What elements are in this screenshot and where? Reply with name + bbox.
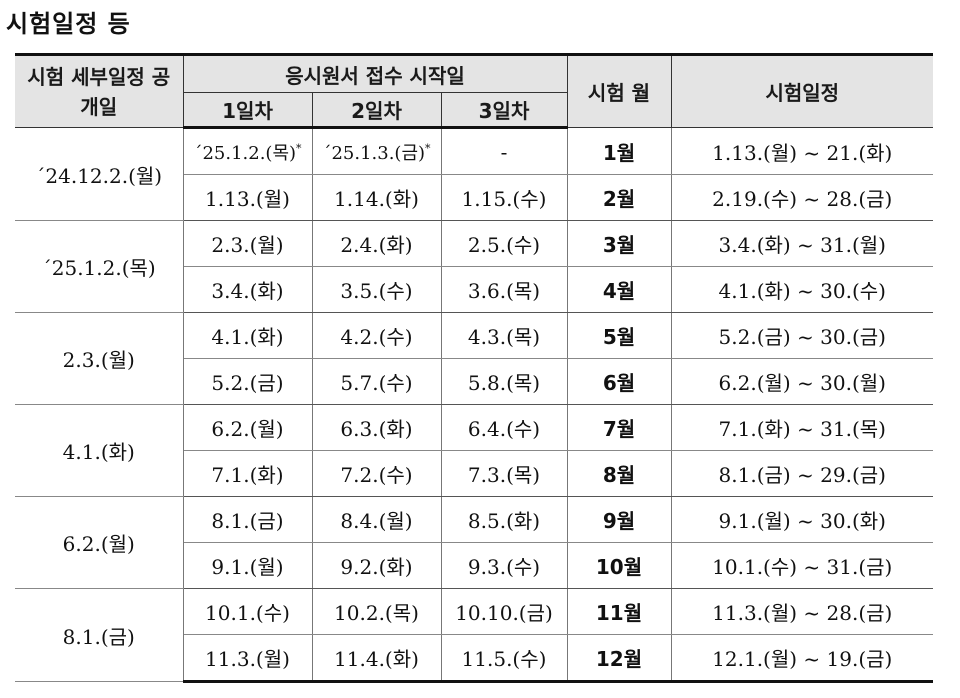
day3-cell: 10.10.(금) [441,588,568,635]
day1-cell: 2.3.(월) [183,220,313,267]
release-date-cell: 4.1.(화) [15,404,184,497]
day1-cell: 5.2.(금) [183,358,313,405]
day2-cell: 8.4.(월) [312,496,442,543]
day3-cell: 8.5.(화) [441,496,568,543]
day1-cell: 6.2.(월) [183,404,313,451]
header-subrow: 1일차 2일차 3일차 [15,92,933,129]
release-date-cell: 8.1.(금) [15,588,184,682]
day2-cell: 3.5.(수) [312,266,442,313]
exam-schedule-cell: 5.2.(금) ~ 30.(금) [671,312,934,359]
exam-month-cell: 6월 [567,358,672,405]
day2-cell: 2.4.(화) [312,220,442,267]
day3-cell: 5.8.(목) [441,358,568,405]
table-row: 11.3.(월) 11.4.(화) 11.5.(수) 12월 12.1.(월) ~ 19… [15,634,934,683]
day2-cell: 11.4.(화) [312,634,442,683]
day2-cell: 4.2.(수) [312,312,442,359]
day3-cell: 9.3.(수) [441,542,568,589]
day2-cell: 10.2.(목) [312,588,442,635]
exam-month-cell: 7월 [567,404,672,451]
day3-cell: - [441,127,568,175]
header-day2: 2일차 [312,92,442,129]
day1-cell: 10.1.(수) [183,588,313,635]
exam-schedule-cell: 10.1.(수) ~ 31.(금) [671,542,934,589]
day1-cell: 9.1.(월) [183,542,313,589]
day1-cell: ´25.1.2.(목)* [183,127,313,175]
exam-month-cell: 12월 [567,634,672,683]
day3-cell: 1.15.(수) [441,174,568,221]
day3-cell: 7.3.(목) [441,450,568,497]
date-text: ´25.1.2.(목) [193,142,297,164]
header-row: 시험 세부일정 공개일 응시원서 접수 시작일 시험 월 시험일정 [15,53,934,128]
date-text: ´25.1.3.(금) [322,142,426,164]
day3-cell: 11.5.(수) [441,634,568,683]
day2-cell: 7.2.(수) [312,450,442,497]
day1-cell: 7.1.(화) [183,450,313,497]
day2-cell: ´25.1.3.(금)* [312,127,442,175]
day3-cell: 6.4.(수) [441,404,568,451]
exam-month-cell: 3월 [567,220,672,267]
table-row: ´24.12.2.(월) ´25.1.2.(목)* ´25.1.3.(금)* -1월 1… [15,127,934,221]
exam-month-cell: 10월 [567,542,672,589]
day2-cell: 6.3.(화) [312,404,442,451]
exam-schedule-cell: 11.3.(월) ~ 28.(금) [671,588,934,635]
release-date-cell: ´25.1.2.(목) [15,220,184,313]
exam-schedule-cell: 6.2.(월) ~ 30.(월) [671,358,934,405]
day1-cell: 11.3.(월) [183,634,313,683]
table-row: 1.13.(월) 1.14.(화) 1.15.(수) 2월 2.19.(수) ~ 28.… [15,174,934,221]
table-row: 5.2.(금) 5.7.(수) 5.8.(목) 6월 6.2.(월) ~ 30.(월) [15,358,934,405]
day1-cell: 8.1.(금) [183,496,313,543]
day1-cell: 4.1.(화) [183,312,313,359]
footnote-mark: * [296,141,302,155]
exam-month-cell: 5월 [567,312,672,359]
header-day3: 3일차 [441,92,568,129]
header-exam-month: 시험 월 [567,53,672,128]
exam-month-cell: 11월 [567,588,672,635]
exam-schedule-cell: 3.4.(화) ~ 31.(월) [671,220,934,267]
table-row: 6.2.(월) 8.1.(금) 8.4.(월) 8.5.(화) 9월 9.1.(월) ~ … [15,496,934,589]
exam-month-cell: 4월 [567,266,672,313]
release-date-cell: 2.3.(월) [15,312,184,405]
page-title: 시험일정 등 [6,10,131,38]
table-row: 7.1.(화) 7.2.(수) 7.3.(목) 8월 8.1.(금) ~ 29.(금) [15,450,934,497]
schedule-body: ´24.12.2.(월) ´25.1.2.(목)* ´25.1.3.(금)* -1월 1… [15,127,934,683]
exam-month-cell: 2월 [567,174,672,221]
day3-cell: 2.5.(수) [441,220,568,267]
header-day1: 1일차 [183,92,313,129]
exam-month-cell: 1월 [567,127,672,175]
exam-schedule-cell: 1.13.(월) ~ 21.(화) [671,127,934,175]
header-application-start: 응시원서 접수 시작일 [183,53,568,93]
table-row: ´25.1.2.(목) 2.3.(월) 2.4.(화) 2.5.(수) 3월 3.4.(화… [15,220,934,313]
exam-month-cell: 9월 [567,496,672,543]
day2-cell: 5.7.(수) [312,358,442,405]
day3-cell: 3.6.(목) [441,266,568,313]
table-row: 4.1.(화) 6.2.(월) 6.3.(화) 6.4.(수) 7월 7.1.(화) ~ … [15,404,934,497]
exam-schedule-cell: 12.1.(월) ~ 19.(금) [671,634,934,683]
day1-cell: 1.13.(월) [183,174,313,221]
exam-schedule-cell: 4.1.(화) ~ 30.(수) [671,266,934,313]
footnote-mark: * [425,141,431,155]
day2-cell: 9.2.(화) [312,542,442,589]
exam-schedule-cell: 8.1.(금) ~ 29.(금) [671,450,934,497]
header-release-label: 시험 세부일정 공개일 [27,64,171,119]
day3-cell: 4.3.(목) [441,312,568,359]
release-date-cell: 6.2.(월) [15,496,184,589]
exam-schedule-cell: 7.1.(화) ~ 31.(목) [671,404,934,451]
day1-cell: 3.4.(화) [183,266,313,313]
day2-cell: 1.14.(화) [312,174,442,221]
exam-schedule-cell: 9.1.(월) ~ 30.(화) [671,496,934,543]
header-exam-schedule: 시험일정 [671,53,934,128]
table-row: 9.1.(월) 9.2.(화) 9.3.(수) 10월 10.1.(수) ~ 31.(금… [15,542,934,589]
table-row: 2.3.(월) 4.1.(화) 4.2.(수) 4.3.(목) 5월 5.2.(금) ~ … [15,312,934,405]
release-date-cell: ´24.12.2.(월) [15,127,184,221]
exam-schedule-table: 시험 세부일정 공개일 응시원서 접수 시작일 시험 월 시험일정 1일차 2일… [15,53,934,683]
exam-month-cell: 8월 [567,450,672,497]
exam-schedule-cell: 2.19.(수) ~ 28.(금) [671,174,934,221]
header-release-date: 시험 세부일정 공개일 [15,53,184,128]
table-row: 3.4.(화) 3.5.(수) 3.6.(목) 4월 4.1.(화) ~ 30.(수) [15,266,934,313]
table-row: 8.1.(금) 10.1.(수) 10.2.(목) 10.10.(금) 11월 11.3.… [15,588,934,682]
